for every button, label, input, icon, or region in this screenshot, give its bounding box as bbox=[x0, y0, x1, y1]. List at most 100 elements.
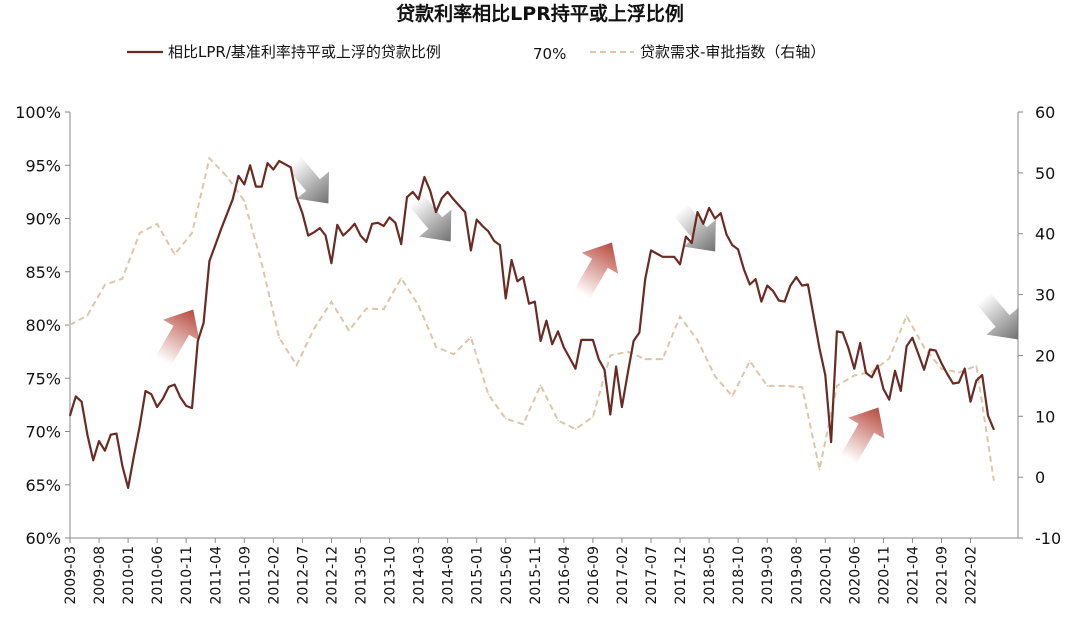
y-left-tick-label: 90% bbox=[25, 210, 61, 229]
data-point-loan-ratio bbox=[975, 379, 978, 382]
data-point-loan-ratio bbox=[568, 357, 571, 359]
data-point-loan-demand-index bbox=[226, 175, 228, 178]
x-tick-label: 2011-04 bbox=[208, 546, 224, 605]
data-point-loan-ratio bbox=[388, 216, 391, 219]
y-right-tick-label: 20 bbox=[1035, 346, 1055, 365]
data-point-loan-ratio bbox=[255, 185, 257, 188]
data-point-loan-demand-index bbox=[365, 307, 368, 310]
data-point-loan-demand-index bbox=[156, 223, 158, 225]
data-point-loan-ratio bbox=[696, 211, 699, 214]
x-tick-label: 2017-02 bbox=[615, 546, 631, 605]
data-point-loan-demand-index bbox=[348, 329, 350, 332]
data-point-loan-ratio bbox=[876, 364, 879, 367]
y-left-tick-label: 85% bbox=[25, 263, 61, 282]
data-point-loan-ratio bbox=[69, 414, 71, 417]
data-point-loan-ratio bbox=[324, 234, 327, 237]
data-point-loan-demand-index bbox=[504, 417, 507, 420]
data-point-loan-ratio bbox=[284, 163, 286, 166]
data-point-loan-demand-index bbox=[801, 386, 803, 388]
data-point-loan-ratio bbox=[138, 425, 141, 428]
data-point-loan-ratio bbox=[394, 221, 397, 224]
data-point-loan-ratio bbox=[592, 339, 594, 341]
data-point-loan-ratio bbox=[173, 383, 176, 386]
data-point-loan-ratio bbox=[655, 252, 658, 255]
data-point-loan-ratio bbox=[196, 340, 199, 342]
data-point-loan-ratio bbox=[580, 339, 583, 341]
data-point-loan-ratio bbox=[179, 396, 182, 399]
series-layer bbox=[68, 156, 995, 489]
data-point-loan-ratio bbox=[406, 196, 408, 199]
data-point-loan-ratio bbox=[504, 297, 507, 300]
data-point-loan-ratio bbox=[470, 249, 472, 252]
data-point-loan-demand-index bbox=[749, 360, 751, 362]
data-point-loan-ratio bbox=[615, 365, 617, 368]
data-point-loan-ratio bbox=[231, 198, 234, 201]
x-tick-label: 2014-03 bbox=[412, 546, 428, 605]
data-point-loan-ratio bbox=[92, 459, 95, 462]
chart-title: 贷款利率相比LPR持平或上浮比例 bbox=[396, 2, 684, 25]
data-point-loan-demand-index bbox=[923, 346, 925, 349]
data-point-loan-demand-index bbox=[278, 337, 281, 339]
data-point-loan-ratio bbox=[702, 222, 705, 225]
data-point-loan-ratio bbox=[318, 227, 321, 230]
data-point-loan-demand-index bbox=[714, 375, 716, 377]
x-tick-label: 2015-11 bbox=[528, 546, 544, 605]
data-point-loan-ratio bbox=[440, 197, 443, 200]
data-point-loan-ratio bbox=[400, 243, 403, 246]
x-tick-label: 2010-11 bbox=[179, 546, 195, 605]
data-point-loan-ratio bbox=[551, 343, 554, 346]
x-tick-label: 2021-09 bbox=[935, 546, 951, 605]
data-point-loan-demand-index bbox=[191, 232, 193, 234]
data-point-loan-demand-index bbox=[818, 468, 821, 471]
data-point-loan-ratio bbox=[783, 300, 786, 303]
data-point-loan-demand-index bbox=[783, 385, 786, 387]
data-point-loan-ratio bbox=[923, 368, 925, 371]
x-tick-label: 2012-12 bbox=[324, 546, 340, 605]
data-point-loan-ratio bbox=[766, 284, 769, 287]
data-point-loan-demand-index bbox=[522, 423, 524, 426]
data-point-loan-ratio bbox=[342, 234, 344, 237]
data-point-loan-ratio bbox=[777, 299, 780, 302]
data-point-loan-demand-index bbox=[417, 304, 420, 307]
data-point-loan-ratio bbox=[220, 228, 223, 231]
x-tick-label: 2020-01 bbox=[818, 546, 834, 605]
data-point-loan-ratio bbox=[162, 397, 164, 400]
data-point-loan-demand-index bbox=[435, 346, 437, 348]
y-left-tick-label: 65% bbox=[25, 476, 61, 495]
data-point-loan-demand-index bbox=[592, 416, 594, 418]
data-point-loan-demand-index bbox=[330, 301, 333, 303]
data-point-loan-ratio bbox=[743, 268, 745, 271]
data-point-loan-ratio bbox=[429, 189, 432, 192]
data-point-loan-demand-index bbox=[86, 314, 89, 317]
x-tick-label: 2013-05 bbox=[354, 546, 370, 605]
data-point-loan-ratio bbox=[969, 400, 972, 403]
data-point-loan-demand-index bbox=[836, 385, 838, 387]
x-tick-label: 2009-03 bbox=[63, 546, 79, 605]
data-point-loan-ratio bbox=[301, 212, 304, 215]
data-point-loan-ratio bbox=[882, 388, 885, 390]
data-point-loan-ratio bbox=[929, 348, 931, 351]
data-point-loan-ratio bbox=[243, 183, 246, 186]
data-point-loan-ratio bbox=[853, 367, 856, 370]
data-point-loan-demand-index bbox=[609, 354, 612, 357]
data-point-loan-ratio bbox=[371, 222, 373, 225]
data-point-loan-ratio bbox=[818, 347, 821, 350]
data-point-loan-ratio bbox=[423, 176, 426, 178]
data-point-loan-ratio bbox=[499, 244, 501, 247]
x-tick-label: 2018-10 bbox=[731, 546, 747, 605]
data-point-loan-ratio bbox=[353, 222, 356, 225]
y-left-tick-label: 100% bbox=[15, 103, 61, 122]
data-point-loan-ratio bbox=[185, 405, 188, 407]
data-point-loan-demand-index bbox=[295, 364, 298, 367]
x-tick-label: 2013-10 bbox=[383, 546, 399, 605]
data-point-loan-ratio bbox=[487, 230, 490, 233]
y-left-tick-label: 70% bbox=[25, 423, 61, 442]
data-point-loan-ratio bbox=[719, 212, 722, 215]
data-point-loan-demand-index bbox=[173, 253, 176, 256]
data-point-loan-ratio bbox=[673, 255, 676, 258]
trend-arrow-down-icon bbox=[673, 204, 716, 252]
y-right-tick-label: 60 bbox=[1035, 103, 1055, 122]
data-point-loan-ratio bbox=[336, 224, 339, 226]
data-point-loan-ratio bbox=[748, 283, 751, 286]
